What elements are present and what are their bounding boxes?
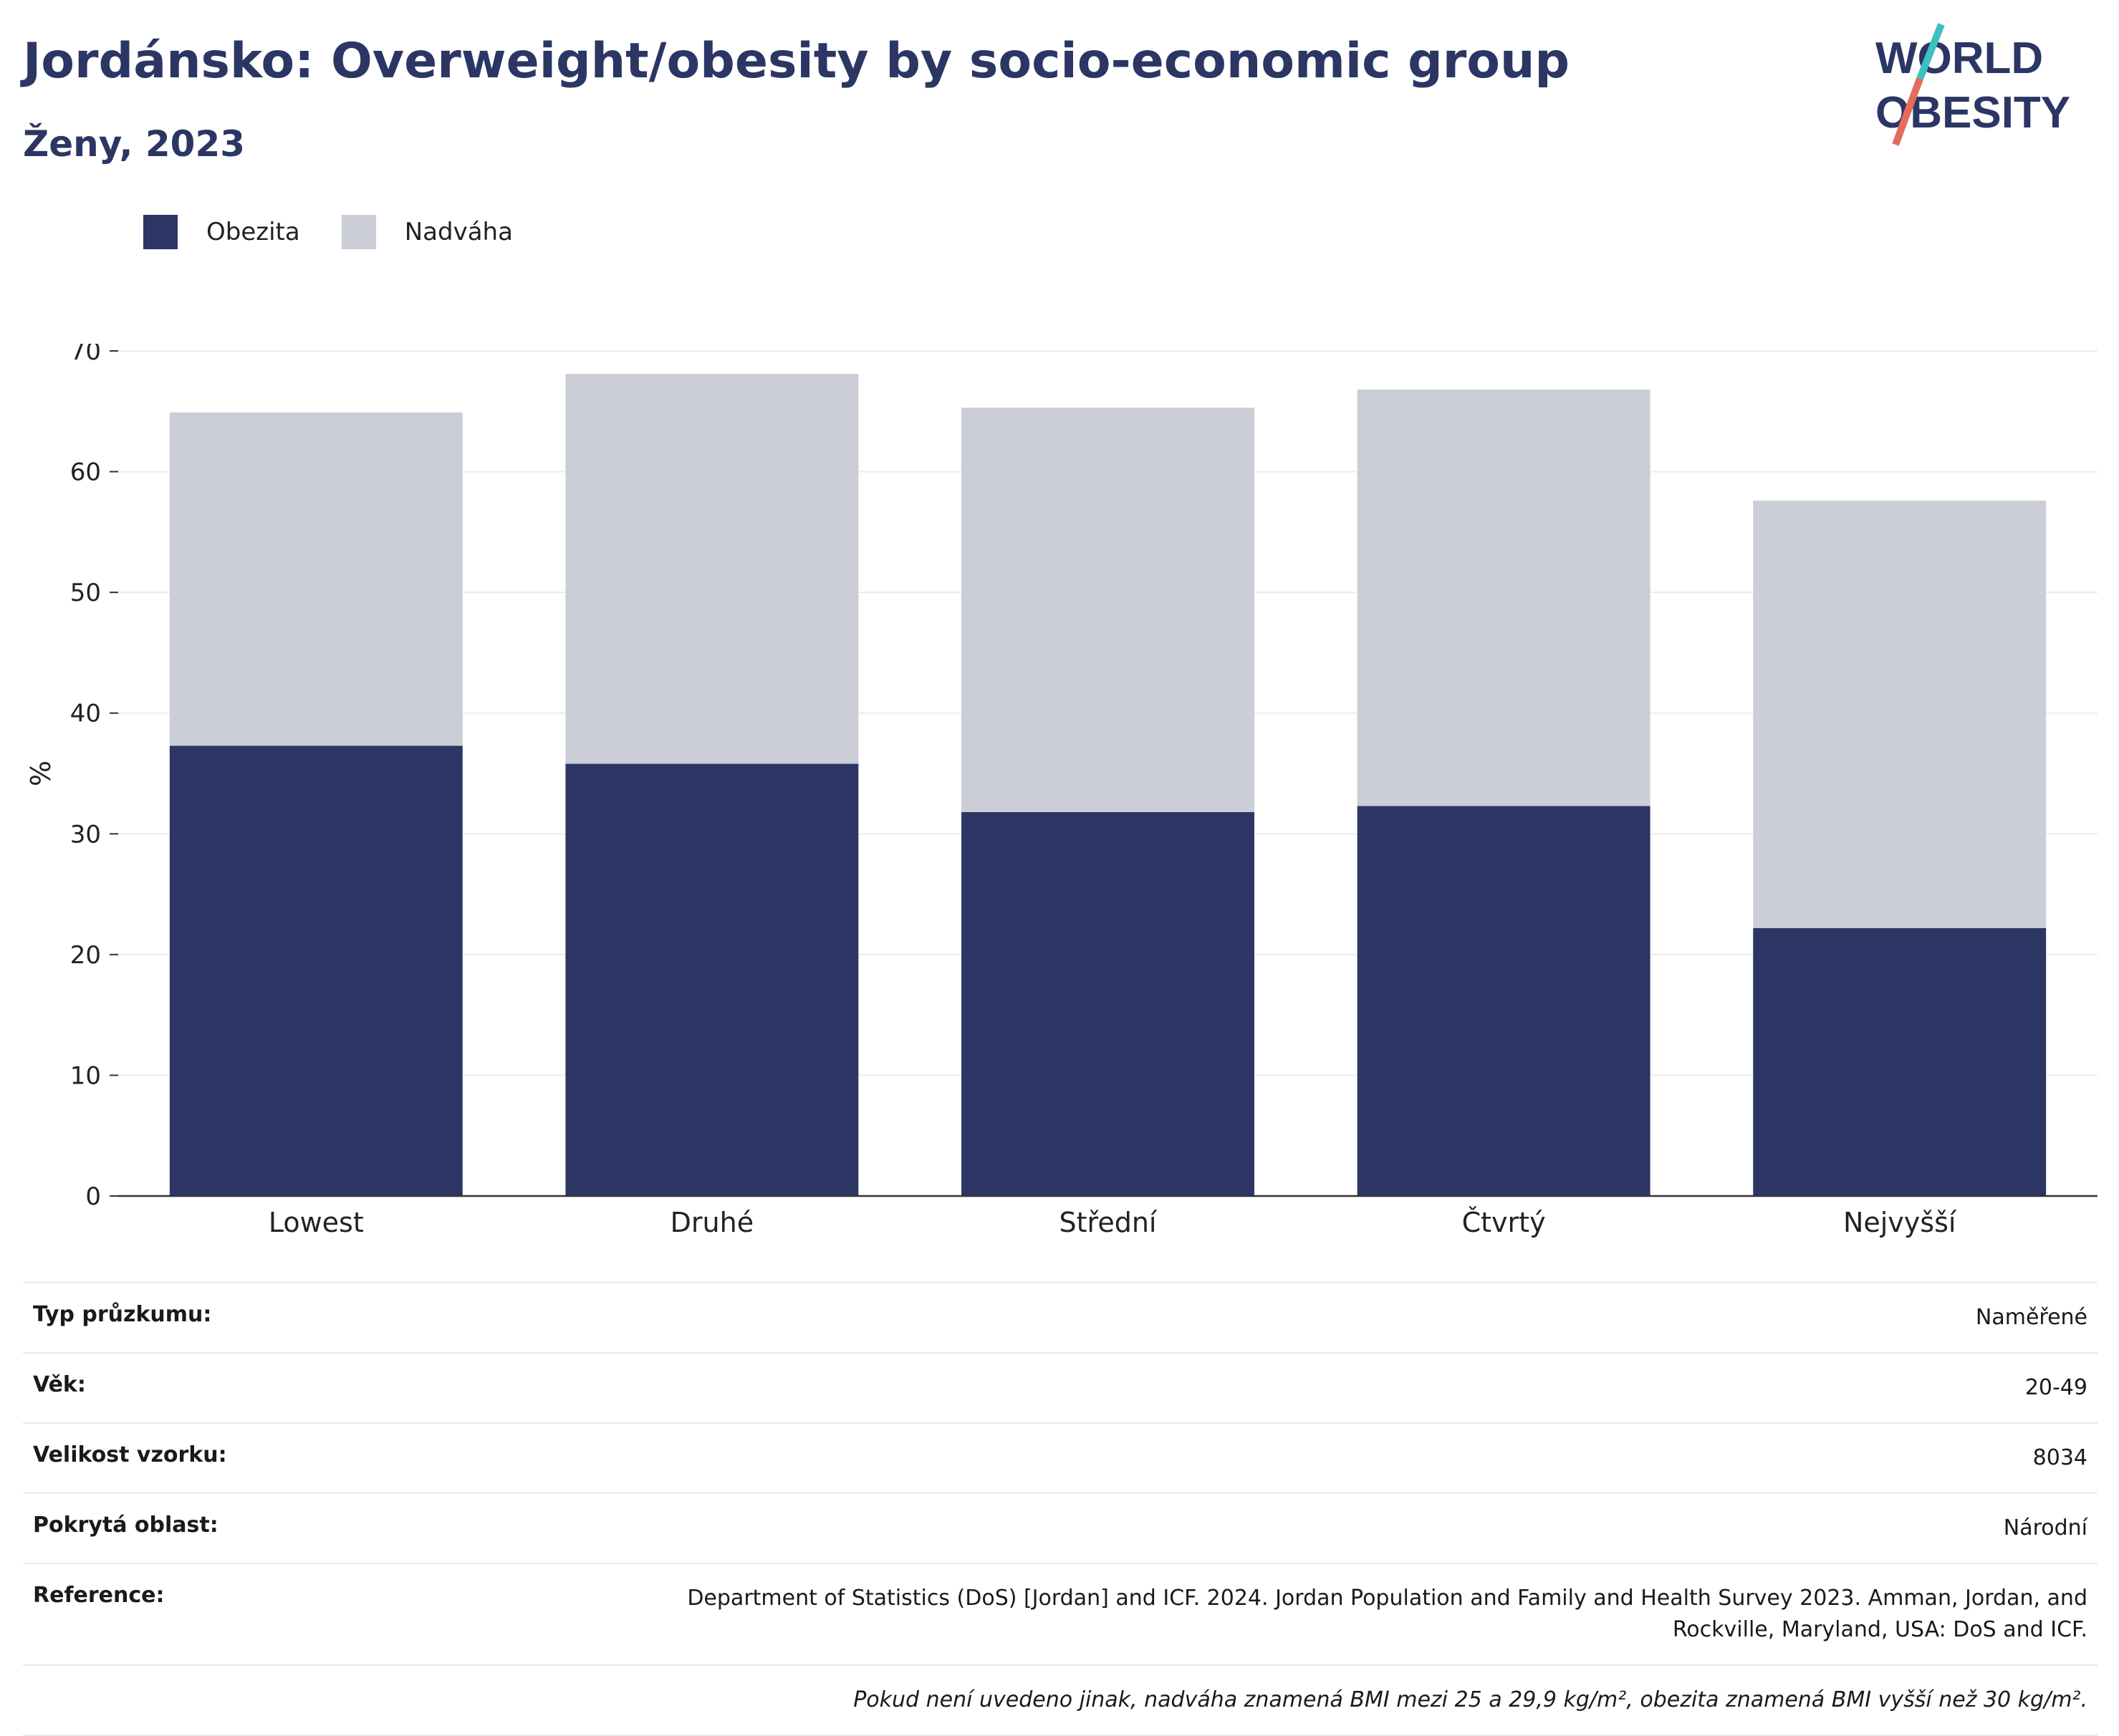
x-tick-label: Čtvrtý [1462, 1207, 1546, 1238]
legend-label-overweight: Nadváha [404, 218, 513, 246]
bar-obesity [1357, 806, 1650, 1196]
y-tick-label: 40 [70, 700, 101, 728]
chart-title: Jordánsko: Overweight/obesity by socio-e… [23, 33, 1570, 90]
info-value: Naměřené [1975, 1305, 2087, 1330]
info-row-area-covered: Pokrytá oblast: Národní [23, 1493, 2098, 1563]
bar-obesity [1753, 927, 2047, 1196]
info-label: Typ průzkumu: [33, 1302, 212, 1327]
info-label: Reference: [33, 1583, 165, 1608]
bar-overweight [565, 374, 859, 764]
info-row-reference: Reference: Department of Statistics (DoS… [23, 1563, 2098, 1664]
info-label: Pokrytá oblast: [33, 1513, 218, 1538]
bar-obesity [169, 746, 463, 1196]
y-tick-label: 0 [85, 1182, 101, 1211]
legend-item-obesity: Obezita [143, 215, 300, 249]
info-label: Věk: [33, 1372, 86, 1397]
y-tick-label: 30 [70, 820, 101, 849]
world-obesity-logo: WORLD OBESITY [1875, 23, 2070, 146]
logo-slash-bottom [1892, 77, 1923, 146]
legend-swatch-overweight [341, 215, 376, 249]
y-tick-label: 20 [70, 941, 101, 970]
chart-subtitle: Ženy, 2023 [23, 123, 246, 165]
x-tick-label: Střední [1060, 1207, 1158, 1238]
bar-overweight [1753, 501, 2047, 928]
x-tick-label: Druhé [671, 1207, 754, 1238]
y-tick-label: 10 [70, 1061, 101, 1090]
legend-label-obesity: Obezita [206, 218, 300, 246]
info-row-sample-size: Velikost vzorku: 8034 [23, 1422, 2098, 1493]
info-footnote: Pokud není uvedeno jinak, nadváha znamen… [23, 1664, 2098, 1736]
bar-obesity [961, 811, 1254, 1196]
info-value: Department of Statistics (DoS) [Jordan] … [687, 1586, 2087, 1642]
info-value: Národní [2003, 1515, 2087, 1540]
info-row-age: Věk: 20-49 [23, 1352, 2098, 1422]
x-tick-label: Lowest [269, 1207, 364, 1238]
y-tick-label: 50 [70, 579, 101, 607]
legend-item-overweight: Nadváha [341, 215, 513, 249]
y-axis-label: % [25, 761, 57, 786]
info-row-survey-type: Typ průzkumu: Naměřené [23, 1282, 2098, 1352]
bar-overweight [1357, 389, 1650, 806]
bar-obesity [565, 763, 859, 1196]
logo-slash-top [1916, 23, 1945, 80]
x-tick-label: Nejvyšší [1843, 1207, 1957, 1238]
info-label: Velikost vzorku: [33, 1442, 227, 1467]
survey-info-table: Typ průzkumu: Naměřené Věk: 20-49 Veliko… [23, 1282, 2098, 1736]
bar-overweight [169, 412, 463, 746]
bar-overweight [961, 408, 1254, 812]
legend-swatch-obesity [143, 215, 178, 249]
y-tick-label: 70 [70, 344, 101, 366]
y-tick-label: 60 [70, 458, 101, 487]
stacked-bar-chart: 0 10 20 30 40 50 60 70% Lowest Druhé Střední Čtvrtý… [25, 344, 2098, 1238]
footnote-text: Pokud není uvedeno jinak, nadváha znamen… [853, 1687, 2087, 1712]
info-value: 20-49 [2024, 1375, 2087, 1400]
info-value: 8034 [2032, 1445, 2087, 1470]
logo-line1: WORLD [1875, 34, 2043, 83]
chart-legend: Obezita Nadváha [143, 212, 554, 252]
